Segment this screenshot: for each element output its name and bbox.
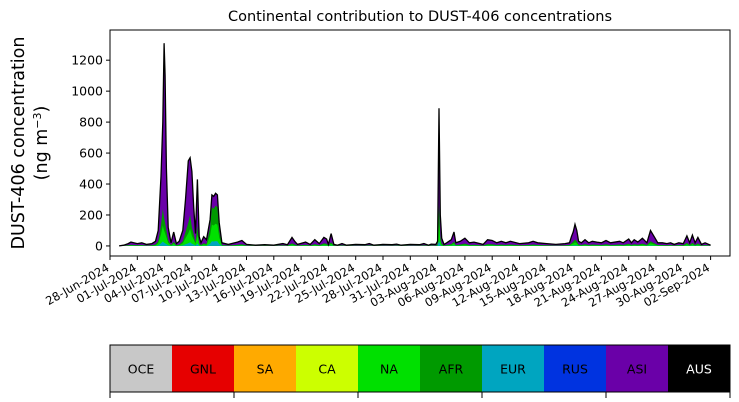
series-area-ASI (119, 43, 711, 246)
legend-label-ca: CA (318, 362, 336, 377)
plot-frame (109, 29, 731, 257)
legend-label-oce: OCE (128, 362, 155, 377)
legend-colorbar: OCE GNL SA CA NA AFR EUR RUS ASI AUS (109, 344, 731, 398)
y-axis-label: DUST-406 concentration (ng m−3) (9, 37, 52, 250)
legend-swatch-rus (544, 345, 607, 392)
legend-swatch-eur (482, 345, 545, 392)
legend-swatch-asi (606, 345, 669, 392)
y-tick-label: 600 (79, 146, 103, 161)
legend-label-sa: SA (257, 362, 274, 377)
y-tick-label: 0 (95, 238, 103, 253)
legend-label-na: NA (380, 362, 398, 377)
series-total-outline (119, 43, 711, 247)
series-area-AFR (119, 204, 711, 246)
legend-label-asi: ASI (627, 362, 647, 377)
legend-swatch-sa (234, 345, 297, 392)
y-axis-label-line1: DUST-406 concentration (9, 37, 29, 250)
legend-label-gnl: GNL (190, 362, 216, 377)
legend-frame (109, 344, 731, 393)
chart-title: Continental contribution to DUST-406 con… (228, 9, 612, 25)
y-tick-label: 1000 (71, 84, 103, 99)
legend-swatch-na (358, 345, 421, 392)
y-axis-label-line2: (ng m−3) (31, 106, 53, 181)
legend-label-afr: AFR (439, 362, 464, 377)
legend-swatch-aus (668, 345, 731, 392)
y-tick-label: 800 (79, 115, 103, 130)
legend-label-eur: EUR (500, 362, 526, 377)
y-axis: 0 200 400 600 800 1000 1200 (71, 53, 110, 253)
y-tick-label: 200 (79, 207, 103, 222)
plot-area (119, 43, 711, 247)
y-tick-label: 400 (79, 177, 103, 192)
legend-swatch-gnl (172, 345, 235, 392)
x-axis: 28-Jun-202401-Jul-202404-Jul-202407-Jul-… (43, 256, 712, 310)
y-tick-label: 1200 (71, 53, 103, 68)
legend-swatch-afr (420, 345, 483, 392)
legend-swatch-oce (110, 345, 173, 392)
legend-swatch-ca (296, 345, 359, 392)
legend-label-aus: AUS (686, 362, 712, 377)
legend-label-rus: RUS (562, 362, 588, 377)
